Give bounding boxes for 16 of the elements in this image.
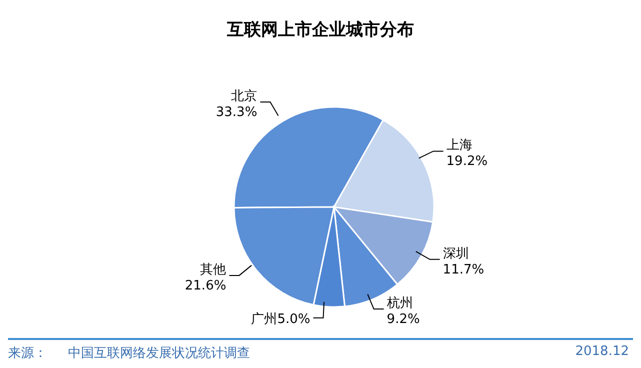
data-label: 21.6% [184, 278, 226, 294]
data-label: 19.2% [446, 154, 488, 170]
slice-label: 其他 [200, 262, 226, 278]
slice-label: 深圳 [442, 246, 469, 262]
slice-label: 杭州 [386, 296, 413, 311]
chart-title: 互联网上市企业城市分布 [226, 19, 415, 41]
source-note: 来源： [8, 345, 47, 362]
data-label: 5.0% [277, 312, 310, 327]
data-label: 33.3% [216, 105, 258, 120]
text: 中国互联网络发展状况统计调查 [68, 345, 250, 362]
slice-label: 北京 [231, 89, 258, 104]
data-label: 11.7% [442, 262, 484, 278]
text: 2018.12 [575, 344, 629, 359]
slice-label: 广州 [251, 312, 278, 327]
slice-label: 上海 [446, 138, 472, 154]
data-label: 9.2% [386, 312, 420, 327]
